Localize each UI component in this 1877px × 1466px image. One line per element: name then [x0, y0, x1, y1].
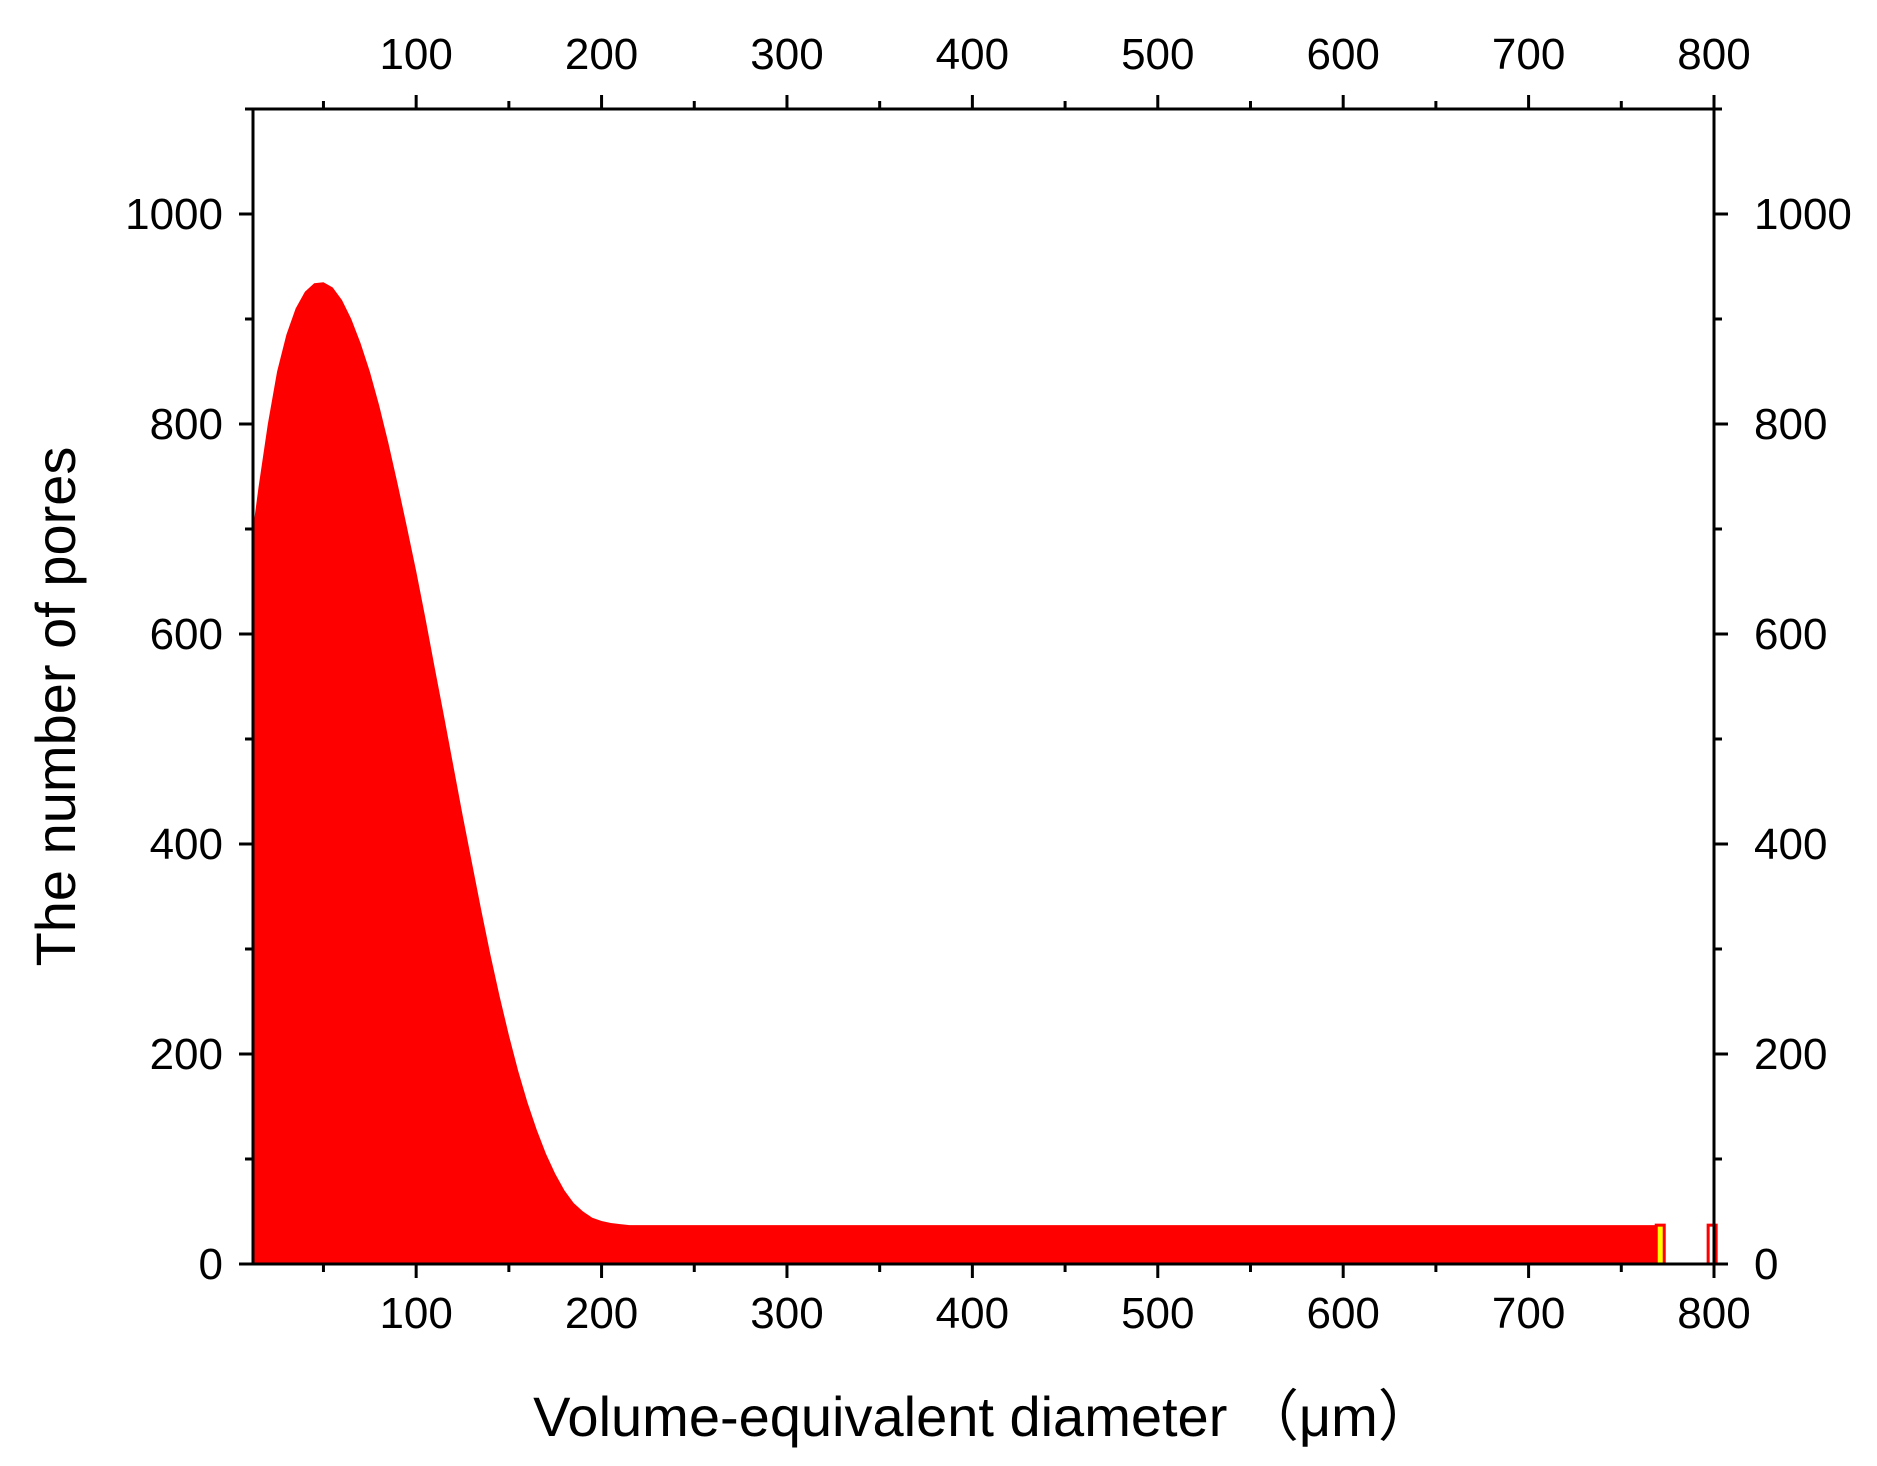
plot-frame — [251, 107, 1716, 1266]
y-tick-label-left: 800 — [150, 400, 223, 449]
y-tick-label-right: 800 — [1754, 400, 1827, 449]
y-tick-label-right: 600 — [1754, 610, 1827, 659]
x-tick-label-top: 100 — [379, 30, 452, 79]
x-tick-label-top: 400 — [936, 30, 1009, 79]
x-tick-label-top: 800 — [1677, 30, 1750, 79]
y-tick-label-left: 1000 — [125, 190, 223, 239]
y-tick-label-right: 1000 — [1754, 190, 1852, 239]
x-tick-label-top: 200 — [565, 30, 638, 79]
axis-ticks — [239, 95, 1728, 1278]
y-tick-label-left: 0 — [199, 1240, 223, 1289]
tick-labels: 100 100 200 200 300 300 400 400 500 500 600 600 700 7… — [125, 30, 1852, 1338]
y-tick-label-right: 0 — [1754, 1240, 1778, 1289]
y-tick-label-left: 600 — [150, 610, 223, 659]
highlight-bar-0 — [1654, 1223, 1666, 1266]
y-tick-label-right: 200 — [1754, 1030, 1827, 1079]
x-tick-label-bottom: 600 — [1306, 1289, 1379, 1338]
x-tick-label-bottom: 500 — [1121, 1289, 1194, 1338]
x-tick-label-top: 600 — [1306, 30, 1379, 79]
x-axis-title: Volume-equivalent diameter （μm） — [533, 1385, 1434, 1448]
y-tick-label-left: 400 — [150, 820, 223, 869]
x-tick-label-top: 500 — [1121, 30, 1194, 79]
area-series — [253, 282, 1664, 1264]
x-tick-label-bottom: 200 — [565, 1289, 638, 1338]
x-tick-label-bottom: 100 — [379, 1289, 452, 1338]
y-tick-label-right: 400 — [1754, 820, 1827, 869]
x-tick-label-bottom: 700 — [1492, 1289, 1565, 1338]
y-axis-title: The number of pores — [24, 447, 87, 967]
x-tick-label-bottom: 400 — [936, 1289, 1009, 1338]
x-tick-label-top: 700 — [1492, 30, 1565, 79]
x-tick-label-bottom: 300 — [750, 1289, 823, 1338]
x-tick-label-bottom: 800 — [1677, 1289, 1750, 1338]
x-tick-label-top: 300 — [750, 30, 823, 79]
y-tick-label-left: 200 — [150, 1030, 223, 1079]
distribution-area — [253, 282, 1718, 1266]
